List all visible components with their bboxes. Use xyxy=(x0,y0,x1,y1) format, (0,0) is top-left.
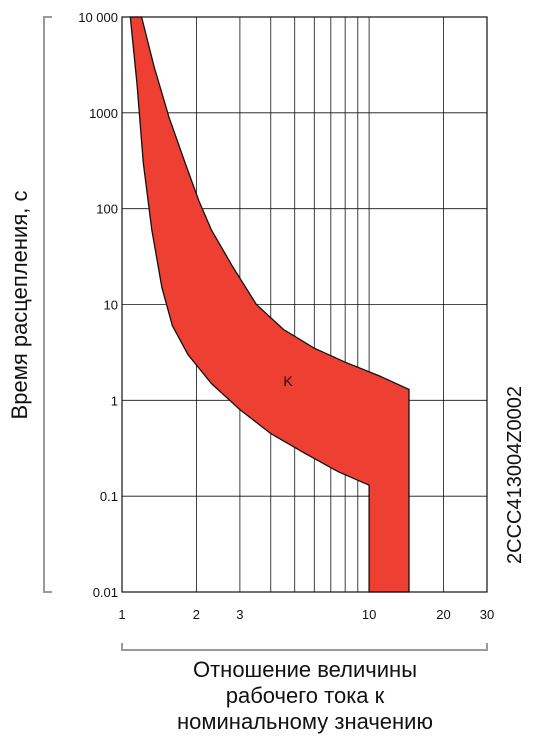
y-tick-label: 10 xyxy=(104,298,118,313)
band-label: K xyxy=(283,373,293,389)
y-tick-labels: 0.01 0.1 1 10 100 1000 10 000 xyxy=(78,10,118,600)
x-tick-labels: 1 2 3 10 20 30 xyxy=(118,607,494,622)
y-tick-label: 1000 xyxy=(89,106,118,121)
y-tick-label: 100 xyxy=(96,202,118,217)
x-tick-label: 1 xyxy=(118,607,125,622)
plot-frame xyxy=(121,16,488,593)
y-tick-label: 10 000 xyxy=(78,10,118,25)
y-tick-label: 0.1 xyxy=(100,489,118,504)
y-tick-label: 1 xyxy=(111,393,118,408)
x-tick-label: 2 xyxy=(193,607,200,622)
x-tick-label: 3 xyxy=(236,607,243,622)
x-tick-label: 10 xyxy=(362,607,376,622)
figure-code: 2CCC413004Z0002 xyxy=(504,386,526,564)
x-axis-title-line-2: рабочего тока к xyxy=(226,683,385,708)
x-tick-label: 30 xyxy=(480,607,494,622)
x-axis-bracket xyxy=(121,643,488,651)
x-bracket-line xyxy=(121,643,488,651)
y-bracket-line xyxy=(43,16,52,593)
x-axis-title-line-3: номинальному значению xyxy=(177,709,433,734)
x-axis-title-line-1: Отношение величины xyxy=(193,657,417,682)
y-axis-title: Время расцепления, с xyxy=(7,191,32,420)
x-tick-label: 20 xyxy=(436,607,450,622)
y-axis-bracket xyxy=(43,16,52,593)
y-tick-label: 0.01 xyxy=(93,585,118,600)
plot-border xyxy=(121,16,488,593)
